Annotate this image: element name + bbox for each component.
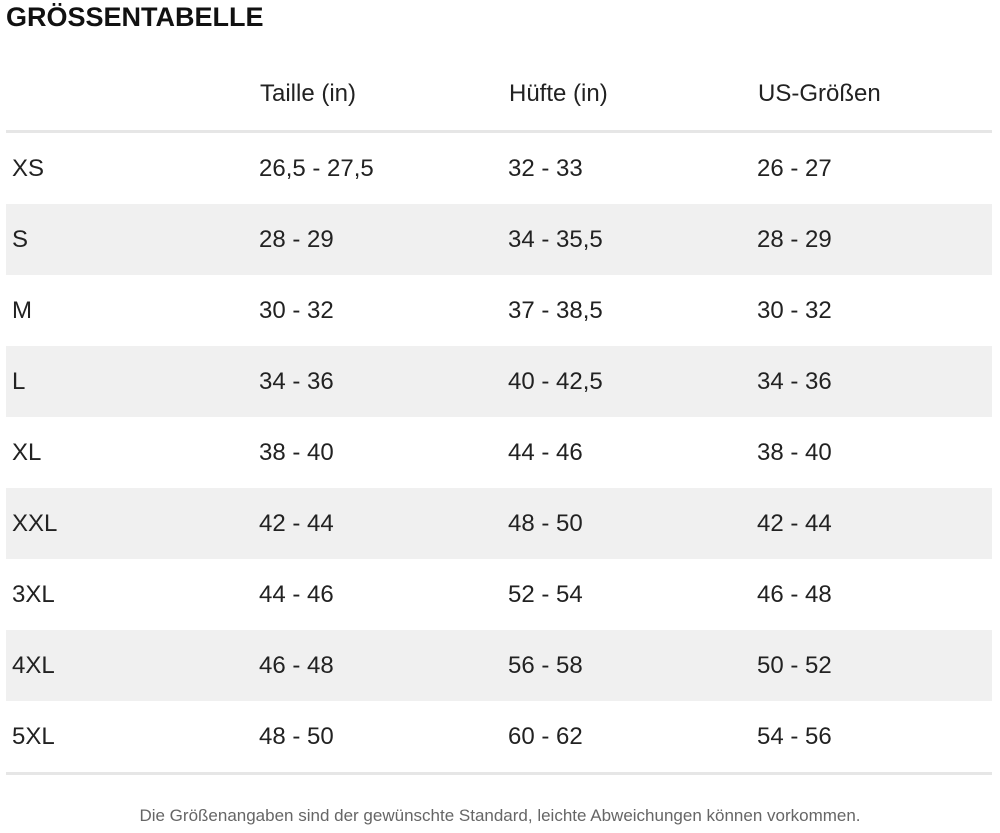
table-cell: 30 - 32 <box>259 296 334 324</box>
table-cell: 38 - 40 <box>259 438 334 466</box>
table-row: M 30 - 32 37 - 38,5 30 - 32 <box>6 275 992 346</box>
title: GRÖSSENTABELLE <box>6 2 264 32</box>
table-cell: L <box>12 367 26 395</box>
table-cell: 46 - 48 <box>259 651 334 679</box>
table-cell: 30 - 32 <box>757 296 832 324</box>
table-row: XS 26,5 - 27,5 32 - 33 26 - 27 <box>6 132 992 205</box>
table-cell: 32 - 33 <box>508 154 583 182</box>
table-row: L 34 - 36 40 - 42,5 34 - 36 <box>6 346 992 417</box>
table-cell: 44 - 46 <box>259 580 334 608</box>
table-cell: 34 - 36 <box>259 367 334 395</box>
table-row: XXL 42 - 44 48 - 50 42 - 44 <box>6 488 992 559</box>
footnote: Die Größenangaben sind der gewünschte St… <box>139 806 861 825</box>
table-cell: 42 - 44 <box>259 509 334 537</box>
table-cell: 38 - 40 <box>757 438 832 466</box>
table-cell: 5XL <box>6 701 259 775</box>
table-cell: 28 - 29 <box>259 225 334 253</box>
table-cell: 48 - 50 <box>259 701 508 775</box>
header-cell: Taille (in) <box>259 58 508 133</box>
table-cell: 40 - 42,5 <box>508 367 603 395</box>
header-cell: Hüfte (in) <box>508 58 757 133</box>
table-cell: 60 - 62 <box>508 701 757 775</box>
table-row: XL 38 - 40 44 - 46 38 - 40 <box>6 417 992 488</box>
table-cell: 46 - 48 <box>757 580 832 608</box>
table-cell: M <box>12 296 32 324</box>
table-cell: 34 - 35,5 <box>508 225 603 253</box>
table-cell: 3XL <box>12 580 55 608</box>
table-cell: 48 - 50 <box>508 509 583 537</box>
table-cell: XXL <box>12 509 58 537</box>
header-cell <box>6 58 259 133</box>
header-row: Taille (in) Hüfte (in) US-Größen <box>6 58 992 133</box>
table-cell: 37 - 38,5 <box>508 296 603 324</box>
table-cell: 26,5 - 27,5 <box>259 154 374 182</box>
table-cell: 44 - 46 <box>508 438 583 466</box>
table-cell: 50 - 52 <box>757 651 832 679</box>
table-cell: 26 - 27 <box>757 154 832 182</box>
table-row: 3XL 44 - 46 52 - 54 46 - 48 <box>6 559 992 630</box>
table-cell: 34 - 36 <box>757 367 832 395</box>
table-row: S 28 - 29 34 - 35,5 28 - 29 <box>6 204 992 275</box>
table-cell: 42 - 44 <box>757 509 832 537</box>
table-row: 5XL 48 - 50 60 - 62 54 - 56 <box>6 701 992 775</box>
table-cell: S <box>12 225 29 253</box>
table-cell: 28 - 29 <box>757 225 832 253</box>
table-row: 4XL 46 - 48 56 - 58 50 - 52 <box>6 630 992 701</box>
table-cell: XS <box>12 154 45 182</box>
table-cell: 54 - 56 <box>757 701 992 775</box>
table-cell: 4XL <box>12 651 55 679</box>
table-cell: XL <box>12 438 42 466</box>
size-table: Taille (in) Hüfte (in) US-Größen XS 26,5 - 2… <box>6 58 992 775</box>
table-cell: 52 - 54 <box>508 580 583 608</box>
table-cell: 56 - 58 <box>508 651 583 679</box>
header-cell: US-Größen <box>757 58 992 133</box>
